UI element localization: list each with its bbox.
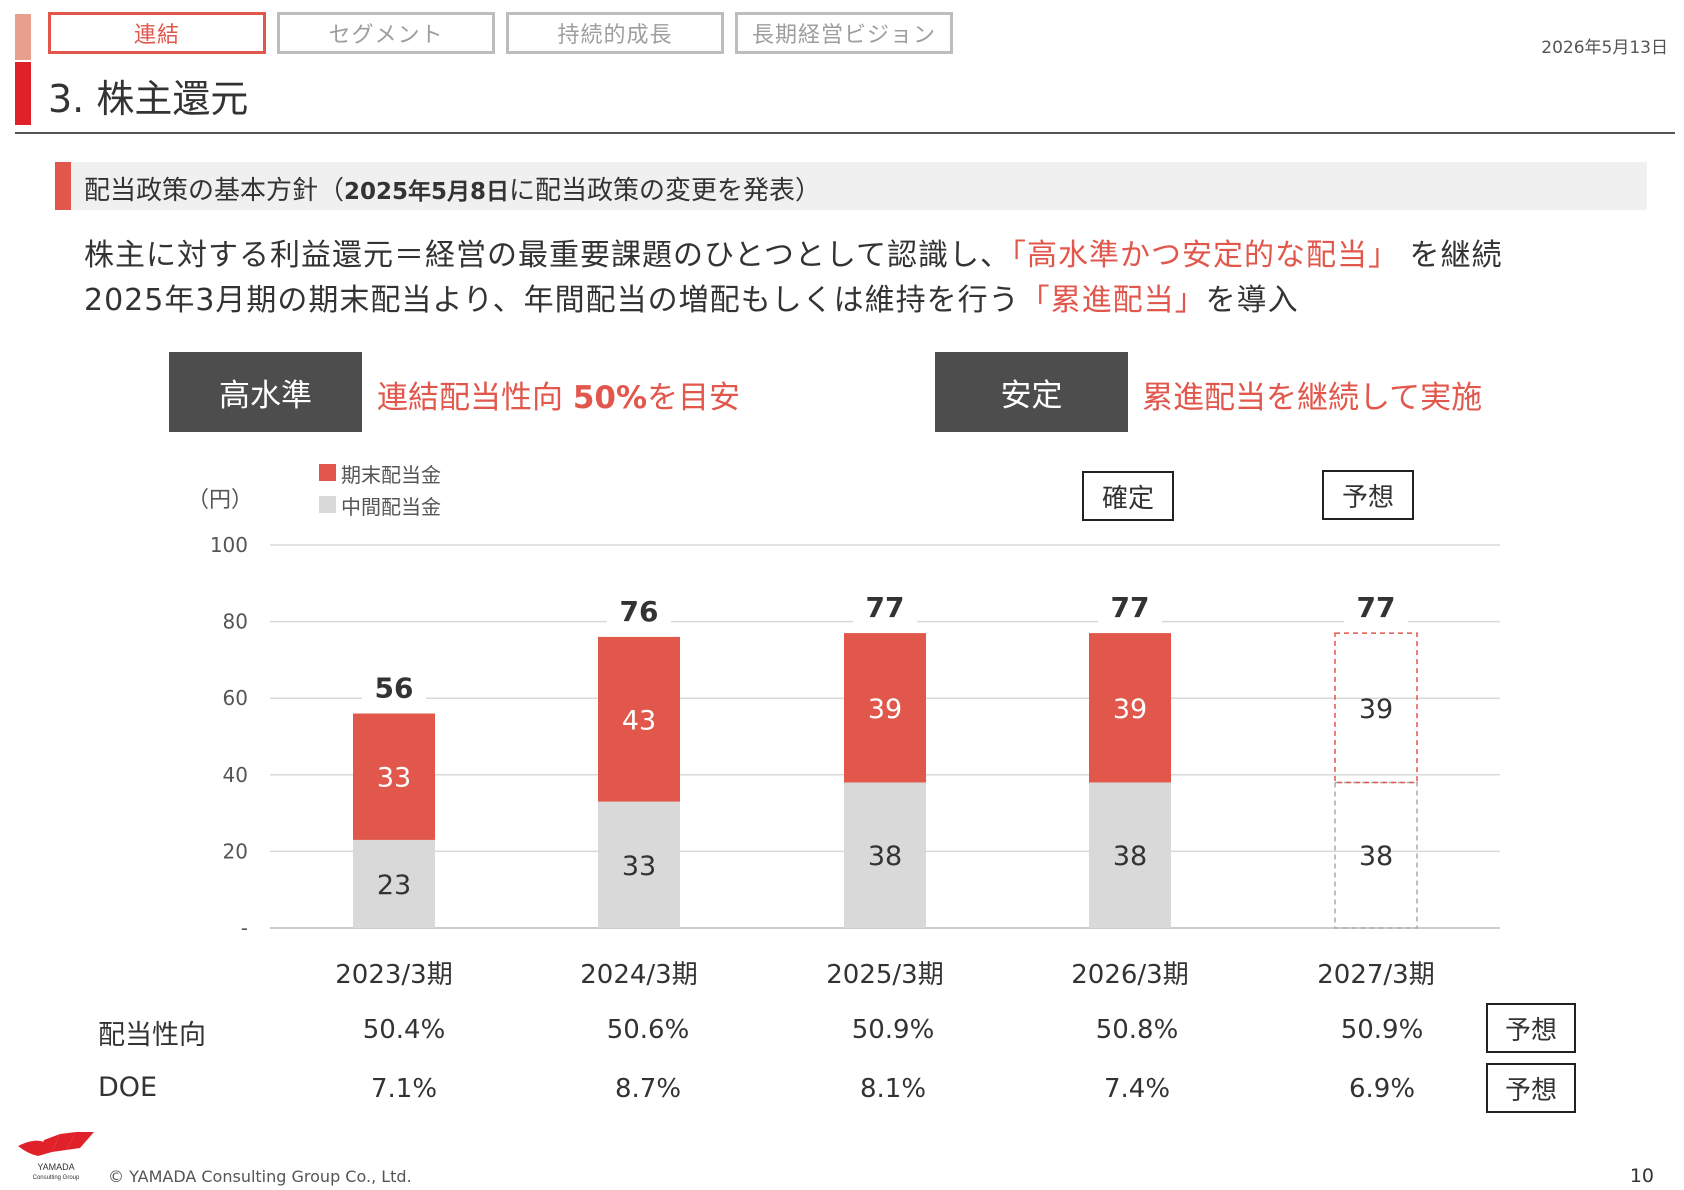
x-category-label: 2024/3期 (580, 960, 697, 990)
section-heading: 配当政策の基本方針（2025年5月8日に配当政策の変更を発表） (84, 170, 821, 207)
doe-forecast-tag: 予想 (1486, 1063, 1576, 1113)
x-category-label: 2027/3期 (1317, 960, 1434, 990)
logo-text-1: YAMADA (37, 1162, 74, 1172)
tab-segment[interactable]: セグメント (277, 12, 495, 54)
policy-line-1-tail: を継続 (1399, 238, 1503, 273)
data-label-interim: 23 (377, 870, 411, 901)
page-title: 3. 株主還元 (48, 77, 249, 121)
title-accent-top (15, 14, 31, 60)
bar-year-end (844, 633, 926, 783)
bar-year-end (1089, 633, 1171, 783)
section-heading-date: 2025年5月8日 (344, 179, 510, 205)
title-divider (15, 132, 1675, 134)
confirmed-tag: 確定 (1082, 471, 1174, 521)
data-label-year-end: 39 (868, 694, 902, 725)
x-category-label: 2023/3期 (335, 960, 452, 990)
doe-value: 7.4% (1103, 1074, 1171, 1104)
data-label-total: 77 (1111, 591, 1150, 624)
policy-text-high-level-a: 連結配当性向 (377, 380, 573, 416)
page-number: 10 (1629, 1165, 1654, 1187)
payout-ratio-value: 50.9% (851, 1015, 935, 1045)
y-tick-label: 20 (223, 839, 248, 863)
data-label-year-end: 43 (622, 705, 656, 736)
x-category-label: 2026/3期 (1071, 960, 1188, 990)
tab-sustainable-growth[interactable]: 持続的成長 (506, 12, 724, 54)
bar-year-end (598, 636, 680, 802)
bar-interim (844, 782, 926, 928)
payout-ratio-value: 50.8% (1095, 1015, 1179, 1045)
doe-value: 8.1% (859, 1074, 927, 1104)
total-label-bg (1098, 587, 1162, 624)
dividend-chart: （円） - 20 40 60 80 100 23 33 56 2023/3期 33 43 76 2024/3… (187, 488, 1500, 990)
data-label-year-end: 39 (1359, 694, 1393, 725)
y-unit-label: （円） (187, 488, 253, 513)
x-category-label: 2025/3期 (826, 960, 943, 990)
title-accent-bottom (15, 62, 31, 125)
data-label-interim: 38 (1113, 841, 1147, 872)
bar-interim (598, 801, 680, 928)
legend-label-year-end: 期末配当金 (341, 463, 441, 487)
section-heading-accent (55, 162, 71, 210)
data-label-interim: 38 (868, 841, 902, 872)
data-label-year-end: 33 (377, 763, 411, 794)
bar-interim (1089, 782, 1171, 928)
y-tick-label: 80 (223, 610, 248, 634)
policy-pill-high-level: 高水準 (169, 352, 362, 432)
y-tick-label: 60 (223, 686, 248, 710)
policy-pill-stable: 安定 (935, 352, 1128, 432)
payout-ratio-label: 配当性向 (98, 1020, 206, 1051)
copyright: © YAMADA Consulting Group Co., Ltd. (108, 1167, 412, 1186)
section-heading-tail: に配当政策の変更を発表） (509, 176, 822, 206)
legend-swatch-year-end (319, 464, 336, 481)
y-tick-label: 100 (210, 533, 248, 557)
tab-long-term-vision[interactable]: 長期経営ビジョン (735, 12, 953, 54)
doe-value: 6.9% (1348, 1074, 1416, 1104)
policy-text-high-level-bold: 50% (572, 380, 648, 416)
payout-forecast-tag: 予想 (1486, 1003, 1576, 1053)
policy-line-1-text: 株主に対する利益還元＝経営の最重要課題のひとつとして認識し、 (84, 238, 1011, 273)
total-label-bg (607, 590, 671, 627)
policy-line-1: 株主に対する利益還元＝経営の最重要課題のひとつとして認識し、「高水準かつ安定的な… (84, 230, 1503, 274)
total-label-bg (853, 587, 917, 624)
bar-year-end-forecast (1334, 632, 1418, 784)
data-label-total: 77 (866, 591, 905, 624)
data-label-year-end: 39 (1113, 694, 1147, 725)
policy-line-2-tail: を導入 (1205, 283, 1299, 318)
section-heading-main: 配当政策の基本方針（ (84, 176, 345, 206)
report-date: 2026年5月13日 (1541, 38, 1668, 58)
bar-interim (353, 839, 435, 928)
tab-consolidated[interactable]: 連結 (48, 12, 266, 54)
total-label-bg (1344, 587, 1408, 624)
policy-line-1-highlight: 「高水準かつ安定的な配当」 (1011, 238, 1399, 273)
total-label-bg (362, 667, 426, 704)
company-logo: YAMADA Consulting Group (18, 1132, 94, 1181)
y-tick-label: - (241, 916, 248, 940)
data-label-interim: 38 (1359, 841, 1393, 872)
policy-text-stable: 累進配当を継続して実施 (1142, 380, 1483, 416)
policy-line-2-text: 2025年3月期の期末配当より、年間配当の増配もしくは維持を行う (84, 283, 1020, 318)
legend-swatch-interim (319, 496, 336, 513)
payout-ratio-value: 50.4% (362, 1015, 446, 1045)
payout-ratio-value: 50.6% (606, 1015, 690, 1045)
data-label-total: 77 (1357, 591, 1396, 624)
policy-line-2-highlight: 「累進配当」 (1019, 283, 1206, 318)
policy-text-high-level: 連結配当性向 50%を目安 (377, 372, 740, 417)
logo-text-2: Consulting Group (33, 1175, 80, 1181)
data-label-total: 76 (620, 595, 659, 628)
data-label-interim: 33 (622, 851, 656, 882)
bar-year-end (353, 713, 435, 840)
policy-line-2: 2025年3月期の期末配当より、年間配当の増配もしくは維持を行う「累進配当」を導… (84, 275, 1299, 319)
legend-label-interim: 中間配当金 (341, 495, 441, 519)
payout-ratio-value: 50.9% (1340, 1015, 1424, 1045)
policy-text-high-level-b: を目安 (647, 380, 741, 416)
section-heading-bg (55, 162, 1647, 210)
y-tick-label: 40 (223, 763, 248, 787)
doe-label: DOE (98, 1072, 158, 1103)
data-label-total: 56 (375, 672, 414, 705)
doe-value: 8.7% (614, 1074, 682, 1104)
doe-value: 7.1% (370, 1074, 438, 1104)
forecast-tag: 予想 (1322, 470, 1414, 520)
